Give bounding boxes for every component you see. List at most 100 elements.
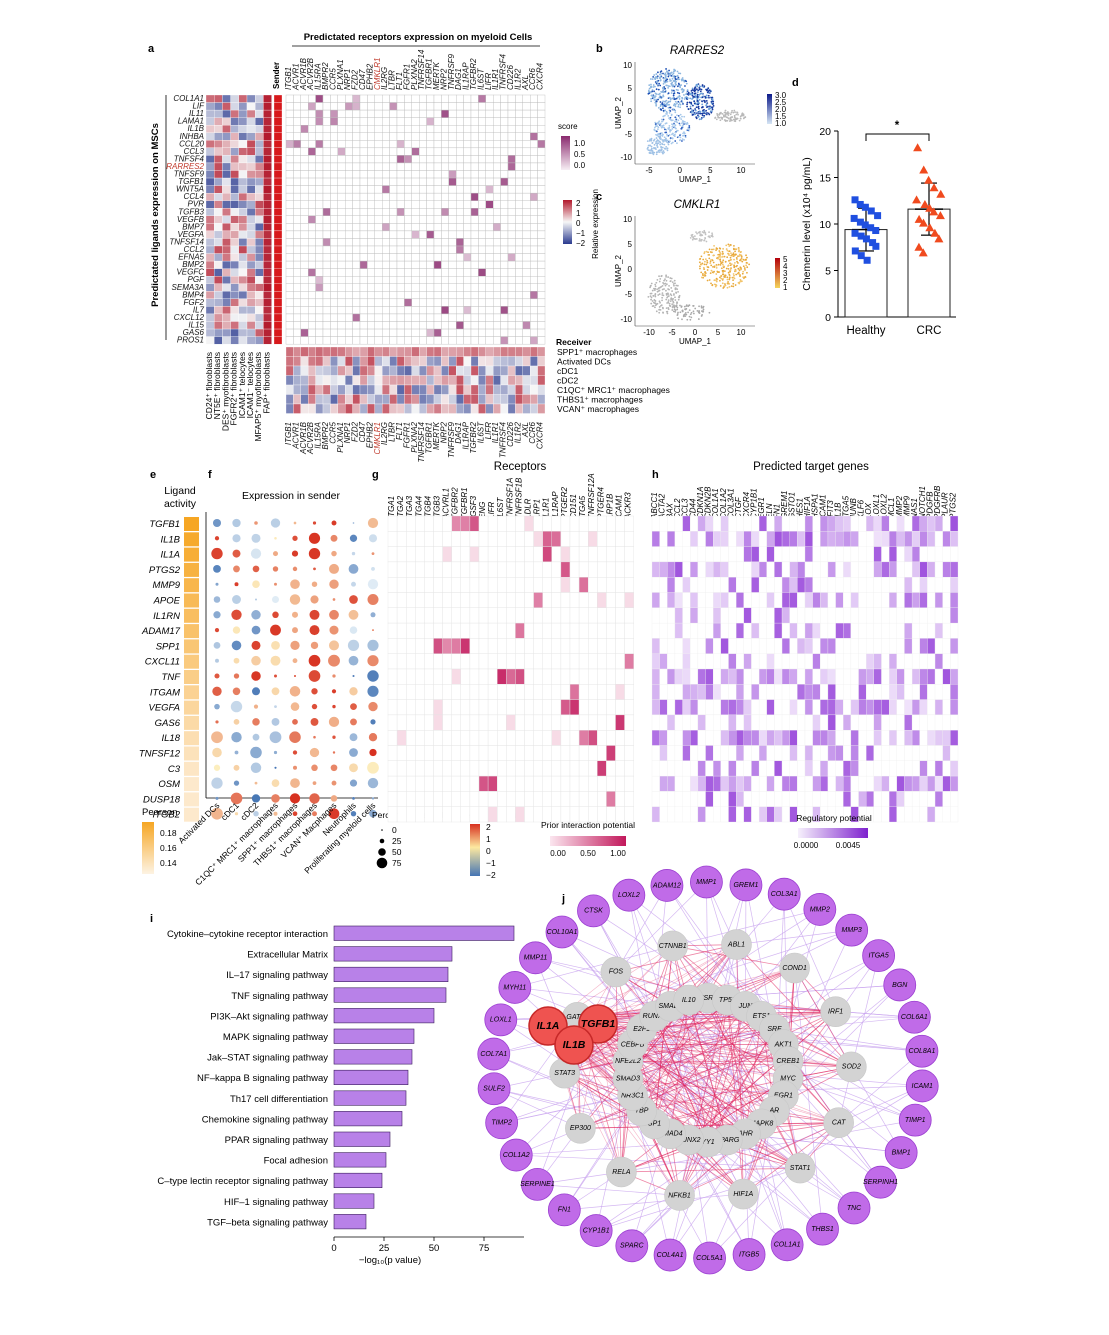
score-cell bbox=[485, 170, 494, 179]
sender-expr-cell bbox=[230, 162, 239, 171]
receptor-label-top: FGFR1 bbox=[402, 64, 411, 90]
umap-b-dot bbox=[668, 134, 671, 136]
score-cell bbox=[456, 260, 464, 269]
panel-f-dot bbox=[269, 731, 282, 744]
score-cell bbox=[507, 223, 516, 232]
receptor-label-top: IL2RG bbox=[380, 67, 389, 90]
score-cell bbox=[293, 283, 301, 292]
panel-h-cell bbox=[866, 592, 875, 608]
score-cell bbox=[433, 283, 442, 292]
panel-h-cell bbox=[889, 607, 897, 624]
receptor-label-top: PLXNA1 bbox=[336, 59, 345, 90]
panel-h-cell bbox=[758, 668, 767, 685]
sender-expr-cell bbox=[246, 276, 256, 284]
umap-c-dot bbox=[701, 314, 704, 316]
sender-expr-cell bbox=[255, 328, 264, 337]
score-cell bbox=[374, 328, 383, 337]
panel-g-cell bbox=[433, 714, 443, 731]
panel-f-dot bbox=[310, 717, 319, 726]
score-cell bbox=[330, 170, 338, 179]
score-cell bbox=[308, 124, 316, 133]
sender-expr-cell bbox=[222, 109, 231, 118]
panel-g-cell bbox=[487, 561, 498, 578]
panel-h-cell bbox=[850, 730, 859, 746]
umap-b-dot bbox=[655, 80, 658, 83]
umap-b-dot bbox=[692, 104, 694, 107]
panel-h-cell bbox=[866, 546, 875, 563]
score-cell bbox=[530, 306, 538, 315]
panel-h-cell bbox=[705, 714, 714, 731]
sender-expr-cell bbox=[255, 117, 264, 126]
panel-h-cell bbox=[720, 730, 729, 746]
umap-b-dot bbox=[678, 94, 681, 97]
umap-b-dot bbox=[696, 91, 699, 94]
score-cell bbox=[382, 268, 390, 277]
sender-expr-cell bbox=[263, 313, 272, 322]
expr-legend-bar bbox=[563, 200, 572, 244]
umap-c-dot bbox=[732, 273, 735, 275]
umap-b-dot bbox=[690, 102, 693, 105]
sender-expr-cell bbox=[246, 125, 256, 133]
panel-h-cell bbox=[950, 638, 959, 654]
score-cell bbox=[382, 170, 390, 179]
panel-h-cell bbox=[713, 760, 722, 777]
umap-b-dot bbox=[696, 95, 699, 98]
score-cell bbox=[345, 162, 353, 171]
sender-expr-cell bbox=[246, 200, 256, 209]
panel-d-point-square bbox=[851, 196, 859, 204]
umap-b-dot bbox=[655, 82, 658, 85]
panel-e-activity-cell bbox=[184, 670, 199, 684]
score-cell bbox=[404, 336, 412, 345]
panel-h-cell bbox=[705, 668, 714, 685]
score-cell bbox=[396, 283, 405, 292]
panel-g-cell bbox=[606, 531, 616, 547]
panel-f-dot bbox=[211, 731, 223, 744]
umap-c-dot bbox=[713, 266, 716, 268]
score-cell bbox=[478, 298, 486, 307]
sender-expr-cell bbox=[238, 336, 248, 345]
panel-h-cell bbox=[858, 592, 867, 608]
score-cell bbox=[396, 192, 405, 201]
panel-h-cell bbox=[827, 760, 836, 777]
panel-h-cell bbox=[820, 760, 829, 777]
receiver-expr-cell bbox=[359, 384, 368, 395]
receiver-expr-cell bbox=[470, 365, 479, 376]
score-cell bbox=[374, 298, 383, 307]
panel-g-cell bbox=[606, 699, 616, 716]
panel-h-cell bbox=[766, 622, 775, 639]
receiver-cell-label: cDC1 bbox=[557, 366, 579, 376]
umap-b-dot bbox=[716, 114, 719, 117]
score-cell bbox=[396, 215, 405, 224]
panel-h-cell bbox=[713, 622, 722, 639]
sender-expr-cell bbox=[238, 253, 248, 262]
sender-bar-cell bbox=[273, 125, 283, 133]
panel-d-point-triangle bbox=[912, 195, 922, 204]
panel-g-cell bbox=[551, 668, 562, 685]
panel-g-cell bbox=[415, 653, 425, 670]
ligand-label: FGF2 bbox=[184, 298, 205, 307]
panel-h-cell bbox=[651, 622, 660, 639]
panel-h-cell bbox=[758, 699, 767, 716]
panel-d-point-triangle bbox=[914, 214, 924, 223]
panel-g-cell bbox=[387, 577, 398, 593]
score-cell bbox=[337, 245, 346, 254]
umap-c-dot bbox=[649, 285, 652, 287]
score-cell bbox=[515, 306, 524, 315]
umap-c-dot bbox=[699, 265, 701, 268]
umap-b-dot bbox=[742, 117, 745, 120]
panel-g-cell bbox=[406, 515, 416, 532]
ligand-label: CCL20 bbox=[179, 139, 204, 148]
umap-c-dot bbox=[717, 253, 720, 256]
umap-b-dot bbox=[678, 92, 681, 95]
sender-expr-cell bbox=[255, 291, 264, 299]
panel-g-cell bbox=[451, 699, 462, 716]
umap-c-dot bbox=[741, 260, 744, 263]
panel-h-gene-label: LOX bbox=[864, 502, 873, 519]
score-cell bbox=[522, 192, 531, 201]
umap-b-ytick: 10 bbox=[623, 61, 632, 70]
receiver-expr-cell bbox=[456, 394, 464, 405]
score-cell bbox=[463, 306, 472, 315]
score-cell bbox=[352, 336, 361, 345]
umap-b-dot bbox=[678, 98, 681, 100]
receiver-expr-cell bbox=[382, 365, 390, 376]
